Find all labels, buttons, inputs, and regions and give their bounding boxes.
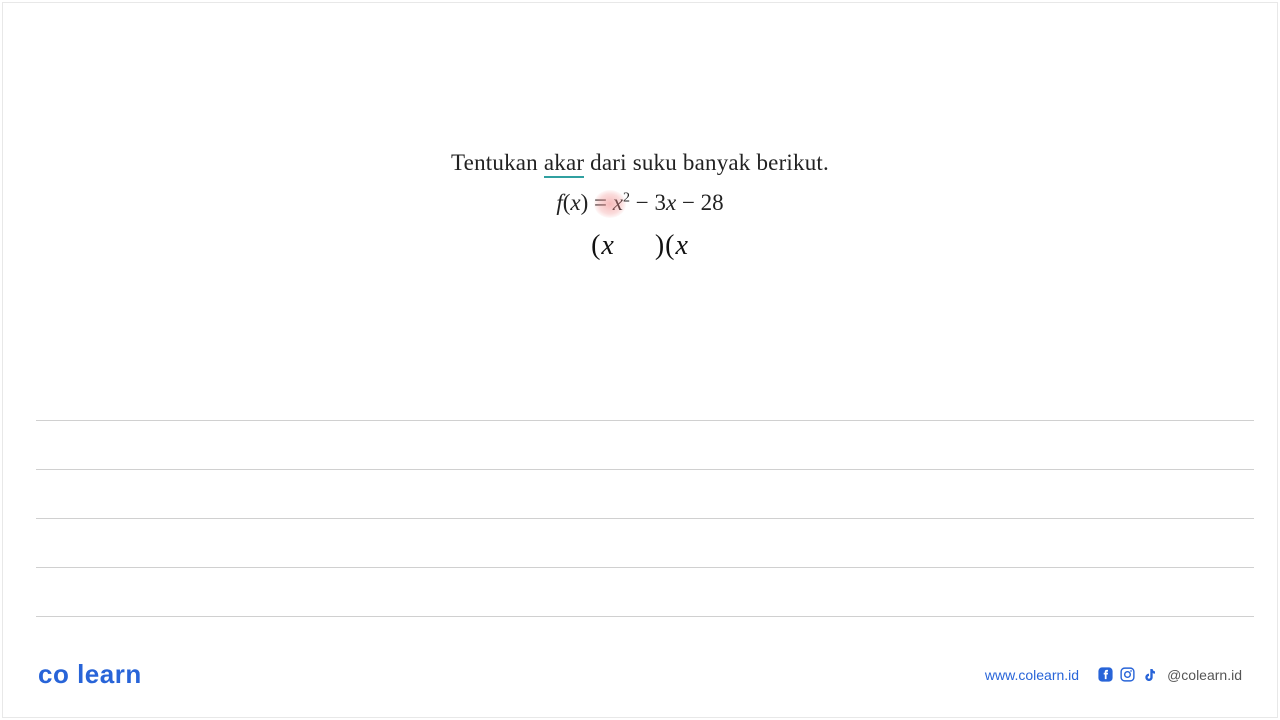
logo-part1: co — [38, 659, 69, 689]
website-link[interactable]: www.colearn.id — [985, 667, 1079, 683]
social-group: @colearn.id — [1097, 666, 1242, 683]
equation-minus2: − 28 — [676, 190, 723, 215]
equation: f(x) = x2 − 3x − 28 — [0, 190, 1280, 216]
equation-x1: x — [570, 190, 580, 215]
hw-x1: x — [601, 230, 614, 261]
hw-paren2: )( — [655, 230, 676, 261]
ruled-line — [36, 518, 1254, 519]
problem-text-before: Tentukan — [451, 150, 544, 175]
social-handle: @colearn.id — [1167, 667, 1242, 683]
handwritten-work: (x )(x — [0, 230, 1280, 262]
facebook-icon[interactable] — [1097, 666, 1114, 683]
tiktok-icon[interactable] — [1141, 666, 1158, 683]
hw-paren1: ( — [591, 230, 601, 261]
footer-right: www.colearn.id @colearn.id — [985, 666, 1242, 683]
ruled-lines-area — [36, 420, 1254, 665]
ruled-line — [36, 616, 1254, 617]
ruled-line — [36, 567, 1254, 568]
footer: co learn www.colearn.id @colearn.id — [0, 659, 1280, 690]
equation-minus1: − 3 — [630, 190, 666, 215]
ruled-line — [36, 469, 1254, 470]
problem-text-after: dari suku banyak berikut. — [584, 150, 829, 175]
laser-pointer — [594, 190, 626, 218]
content-area: Tentukan akar dari suku banyak berikut. … — [0, 150, 1280, 262]
underlined-keyword: akar — [544, 150, 584, 176]
hw-gap — [615, 230, 655, 261]
problem-statement: Tentukan akar dari suku banyak berikut. — [0, 150, 1280, 176]
instagram-icon[interactable] — [1119, 666, 1136, 683]
ruled-line — [36, 420, 1254, 421]
equation-x3: x — [666, 190, 676, 215]
logo-part2: learn — [77, 659, 142, 689]
hw-x2: x — [675, 230, 688, 261]
brand-logo: co learn — [38, 659, 142, 690]
